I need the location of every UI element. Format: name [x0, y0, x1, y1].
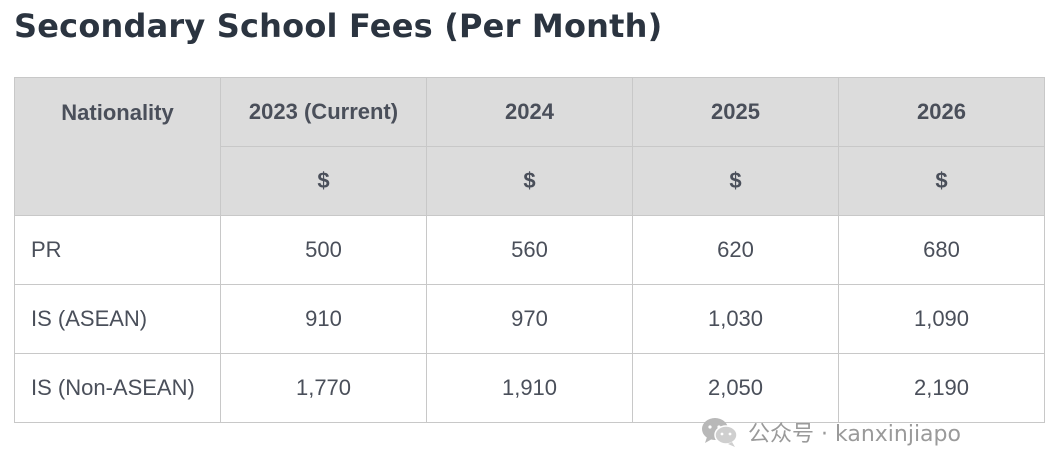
fee-cell: 910: [220, 284, 427, 354]
header-year: 2026: [838, 77, 1045, 147]
fee-cell: 620: [632, 215, 839, 285]
row-label: IS (ASEAN): [14, 284, 221, 354]
header-nationality: Nationality: [14, 77, 221, 216]
fee-cell: 970: [426, 284, 633, 354]
watermark: 公众号 · kanxinjiapo: [700, 414, 961, 450]
fee-cell: 1,770: [220, 353, 427, 423]
header-year: 2023 (Current): [220, 77, 427, 147]
table-row: IS (ASEAN) 910 970 1,030 1,090: [14, 284, 1045, 354]
header-unit: $: [838, 146, 1045, 216]
header-year: 2025: [632, 77, 839, 147]
row-label: PR: [14, 215, 221, 285]
table-row: PR 500 560 620 680: [14, 215, 1045, 285]
table-row: IS (Non-ASEAN) 1,770 1,910 2,050 2,190: [14, 353, 1045, 423]
row-label: IS (Non-ASEAN): [14, 353, 221, 423]
page-title: Secondary School Fees (Per Month): [14, 7, 663, 45]
fees-table: Nationality 2023 (Current) 2024 2025 202…: [14, 77, 1045, 423]
wechat-icon: [700, 416, 740, 448]
fee-cell: 2,050: [632, 353, 839, 423]
fee-cell: 680: [838, 215, 1045, 285]
header-row-units: $ $ $ $: [15, 146, 1045, 216]
fee-cell: 1,910: [426, 353, 633, 423]
fee-cell: 500: [220, 215, 427, 285]
header-row-years: Nationality 2023 (Current) 2024 2025 202…: [14, 77, 1045, 216]
header-unit: $: [632, 146, 839, 216]
fee-cell: 560: [426, 215, 633, 285]
fee-cell: 1,030: [632, 284, 839, 354]
header-unit: $: [426, 146, 633, 216]
fee-cell: 1,090: [838, 284, 1045, 354]
watermark-text: 公众号 · kanxinjiapo: [748, 422, 961, 447]
header-unit: $: [220, 146, 427, 216]
header-year: 2024: [426, 77, 633, 147]
fee-cell: 2,190: [838, 353, 1045, 423]
